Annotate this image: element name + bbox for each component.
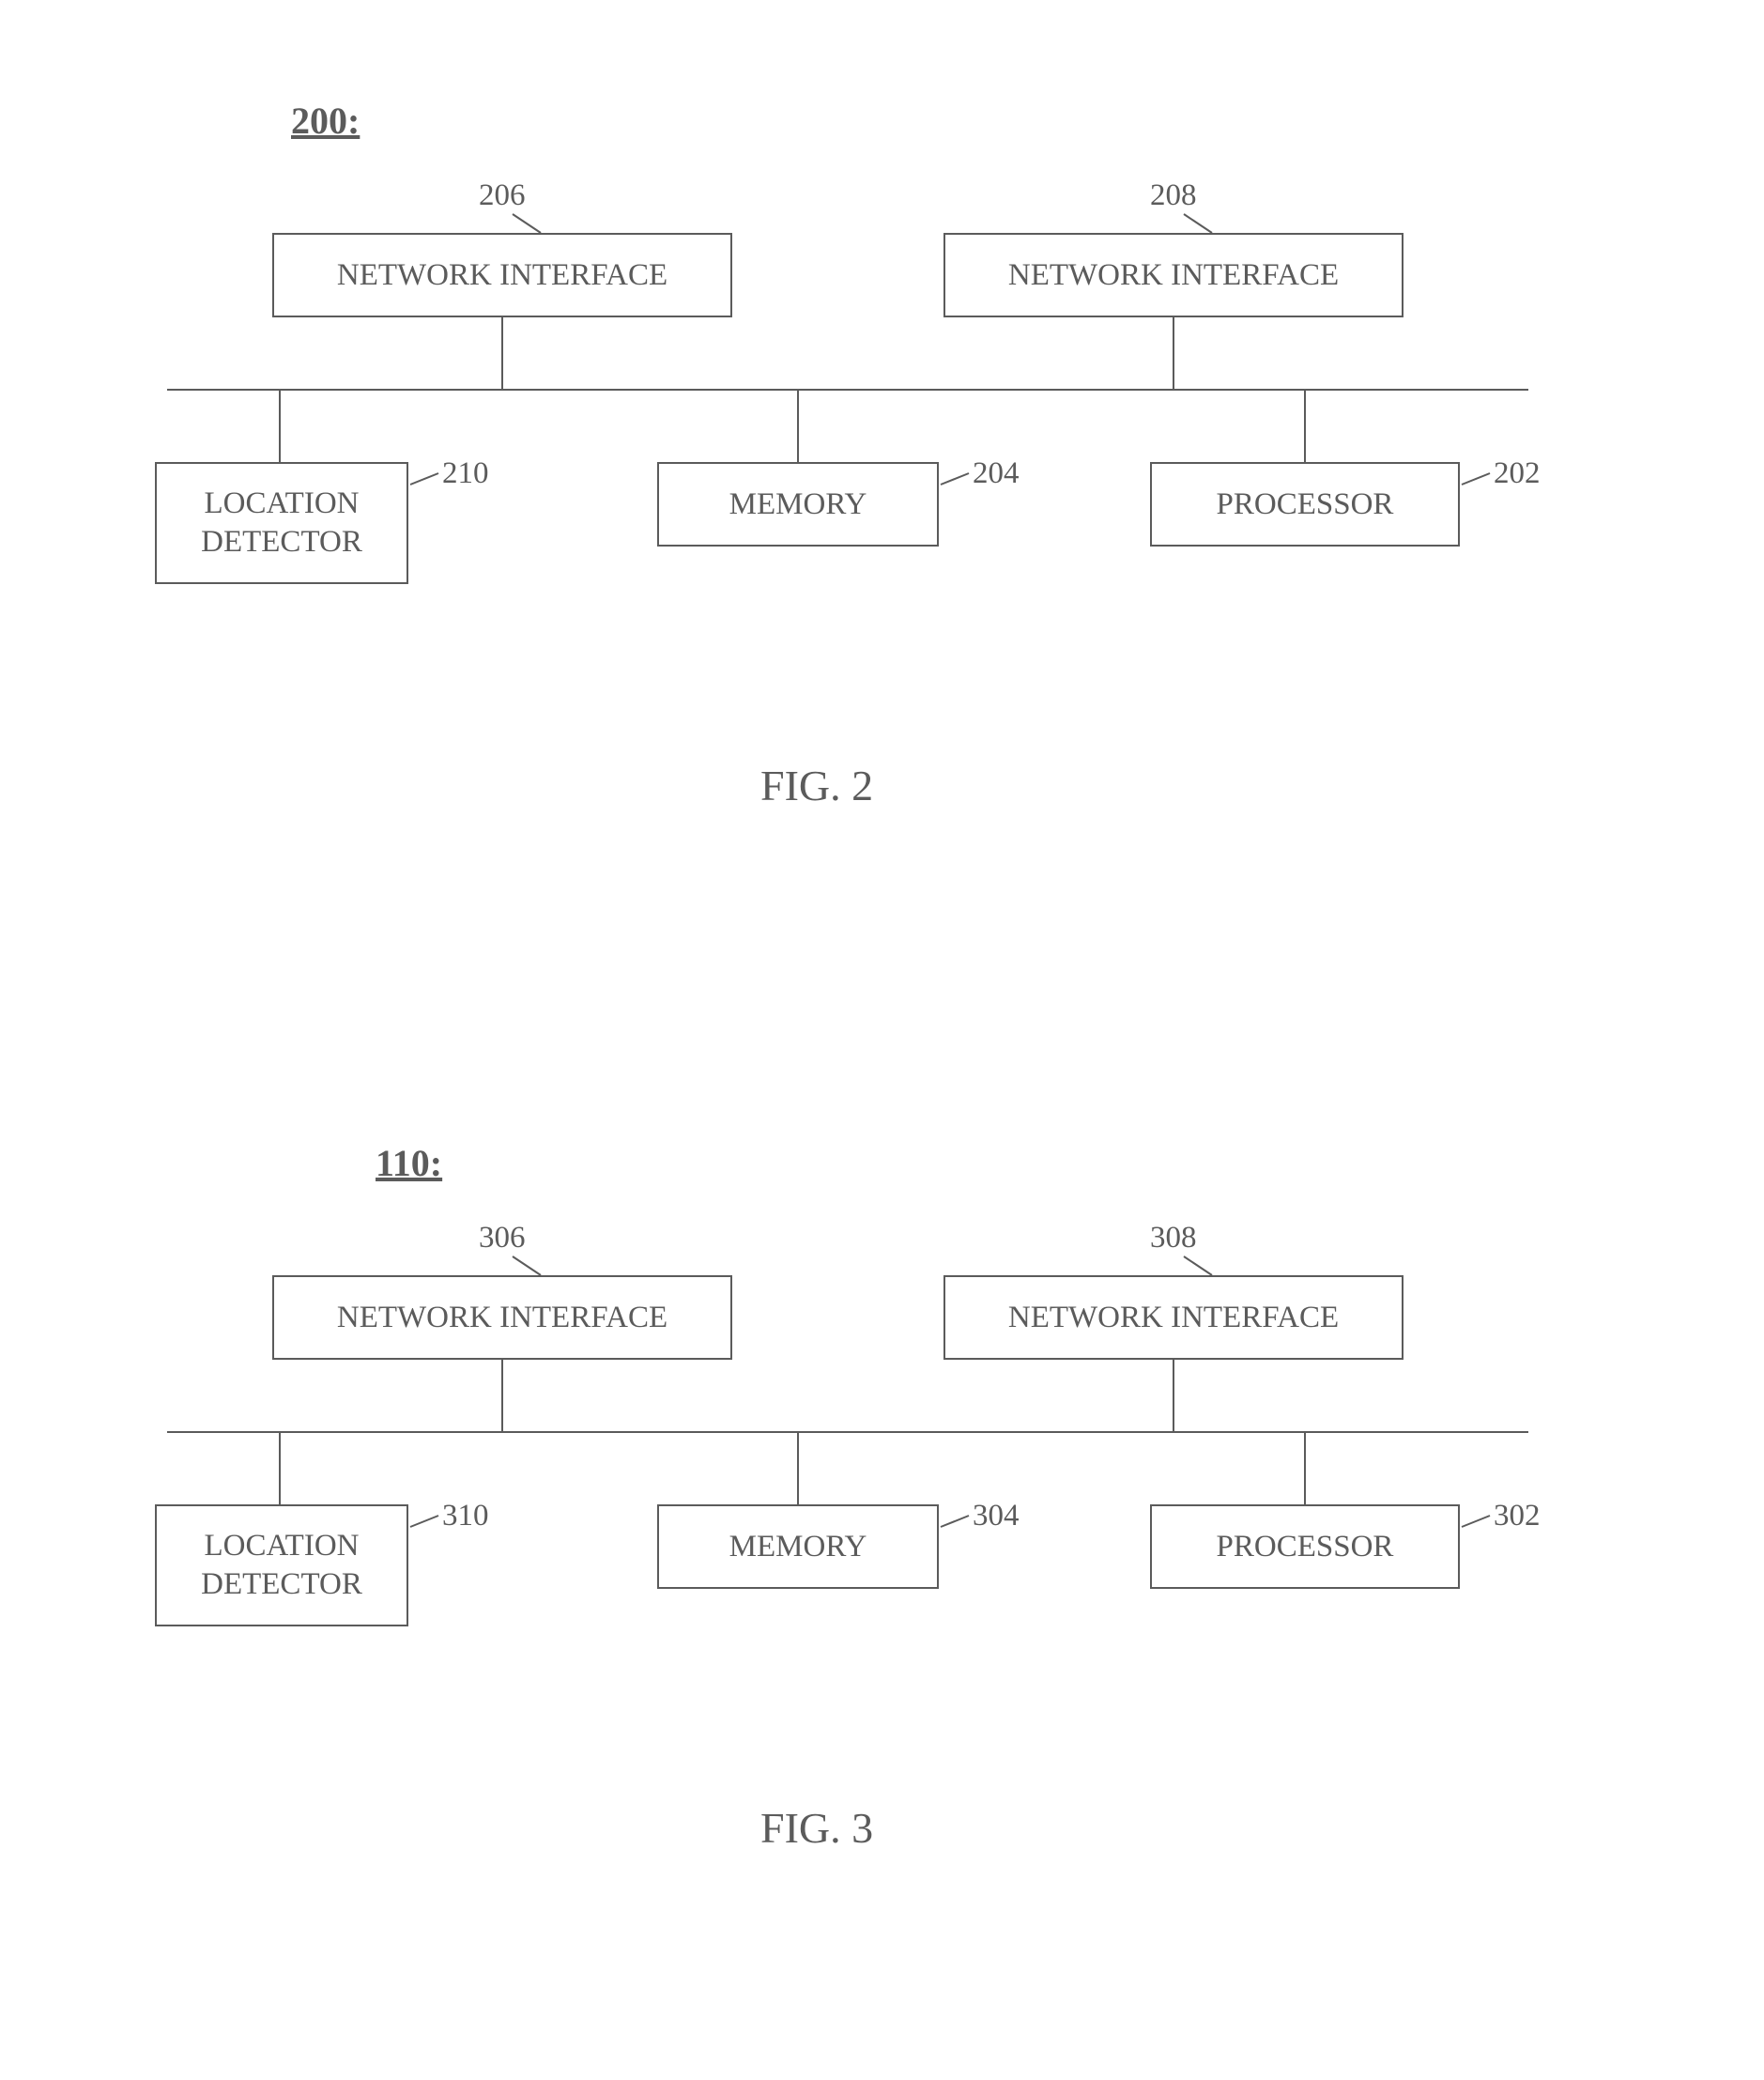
page: 200: NETWORK INTERFACE NETWORK INTERFACE… [0, 0, 1764, 2080]
fig3-leaders-bottom [0, 0, 1764, 2080]
fig3-caption: FIG. 3 [760, 1803, 873, 1853]
